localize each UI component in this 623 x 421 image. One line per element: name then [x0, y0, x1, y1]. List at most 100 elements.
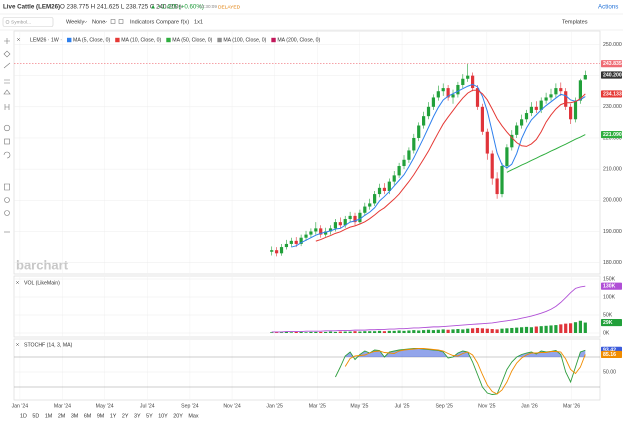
tool-line[interactable]	[3, 62, 11, 69]
range-button[interactable]: 5Y	[146, 413, 153, 419]
candle-body	[520, 119, 524, 126]
candle-body	[412, 137, 416, 151]
range-button[interactable]: 10Y	[158, 413, 168, 419]
indicators-button[interactable]: Indicators	[130, 19, 154, 25]
tool-icon[interactable]	[118, 19, 124, 24]
volume-bar	[564, 323, 568, 333]
tool-lock[interactable]	[4, 138, 10, 145]
candle-body	[343, 219, 347, 226]
range-button[interactable]: 1M	[45, 413, 53, 419]
symbol-search[interactable]	[2, 17, 54, 27]
range-button[interactable]: 2M	[58, 413, 66, 419]
range-button[interactable]: 3M	[71, 413, 79, 419]
candle-body	[426, 106, 431, 117]
candle-body	[279, 247, 284, 254]
range-button[interactable]: 5D	[32, 413, 39, 419]
tool-text[interactable]	[4, 104, 10, 110]
layout-select[interactable]: 1x1	[194, 19, 203, 25]
price-change: ▲ +1.425 (+0.60%)	[150, 4, 204, 11]
volume-bar	[392, 330, 396, 333]
panel-title: STOCHF (14, 3, MA)	[24, 342, 73, 348]
search-icon	[5, 20, 10, 24]
volume-bar	[304, 332, 308, 333]
candle-body	[446, 88, 450, 98]
volume-bar	[466, 328, 470, 333]
fx-button[interactable]: f(x)	[181, 19, 189, 25]
y-tick-label: 230.000	[603, 104, 622, 110]
volume-bar	[436, 329, 440, 333]
x-tick-label: Mar '26	[563, 403, 580, 409]
candle-body	[382, 187, 387, 191]
volume-bar	[524, 326, 529, 333]
tool-shape[interactable]	[3, 89, 11, 95]
y-tick-label: 100K	[603, 294, 616, 300]
price-marker	[601, 60, 622, 68]
interval-select[interactable]: Weekly	[66, 19, 84, 25]
volume-bar	[456, 329, 460, 333]
candle-body	[471, 75, 475, 89]
volume-bar	[441, 329, 445, 333]
panel-title: MA (100, Close, 0)	[223, 37, 266, 43]
aggregation-select[interactable]: None	[92, 19, 105, 25]
candle-body	[373, 194, 377, 204]
tool-undo[interactable]	[3, 151, 11, 159]
candle-body	[417, 125, 421, 138]
search-placeholder: Symbol...	[11, 19, 31, 25]
panel-title: LEM26 · 1W ·	[30, 37, 62, 43]
candle-body	[515, 125, 519, 135]
tool-zoom-in[interactable]	[4, 197, 10, 203]
actions-button[interactable]: Actions	[598, 4, 618, 11]
volume-bar	[505, 328, 509, 333]
tool-magnet[interactable]	[3, 124, 11, 132]
compare-button[interactable]: Compare	[156, 19, 179, 25]
tool-crosshair[interactable]	[4, 38, 10, 44]
drawing-toolbar	[3, 38, 11, 233]
tool-delete[interactable]	[4, 183, 10, 191]
delay-status: DELAYED	[218, 4, 241, 10]
volume-bar	[407, 330, 411, 333]
x-tick-label: Sep '24	[181, 403, 199, 409]
range-button[interactable]: 1Y	[110, 413, 117, 419]
x-tick-label: May '24	[96, 403, 114, 409]
candle-body	[328, 228, 333, 232]
volume-bar	[387, 330, 391, 333]
x-tick-label: Jul '25	[395, 403, 410, 409]
candle-body	[490, 153, 494, 179]
range-button[interactable]: 20Y	[173, 413, 183, 419]
range-button[interactable]: 6M	[84, 413, 92, 419]
candle-body	[289, 240, 293, 244]
x-tick-label: Nov '24	[223, 403, 241, 409]
volume-bar	[485, 328, 489, 333]
range-button[interactable]: 9M	[97, 413, 105, 419]
volume-bar	[446, 329, 450, 333]
y-tick-label: 50K	[603, 312, 613, 318]
legend-swatch	[67, 37, 72, 43]
volume-bar	[451, 329, 455, 333]
candle-body	[529, 106, 534, 114]
templates-button[interactable]: Templates	[562, 19, 588, 25]
candle-body	[314, 228, 318, 232]
price-marker	[601, 90, 622, 98]
range-button[interactable]: 3Y	[134, 413, 141, 419]
tool-icon[interactable]	[110, 19, 116, 24]
x-tick-label: Jan '24	[12, 403, 29, 409]
x-tick-label: Nov '25	[478, 403, 496, 409]
tool-cursor[interactable]	[3, 50, 11, 58]
candle-body	[505, 147, 509, 167]
tool-lines[interactable]	[4, 79, 10, 84]
candle-body	[402, 159, 406, 167]
candle-body	[583, 75, 587, 80]
volume-bar	[569, 323, 573, 333]
candle-body	[495, 178, 499, 195]
range-button[interactable]: Max	[188, 413, 198, 419]
range-button[interactable]: 1D	[20, 413, 27, 419]
range-button[interactable]: 2Y	[122, 413, 129, 419]
volume-bar	[583, 322, 587, 333]
price-marker-label: 85.16	[603, 352, 616, 358]
instrument-title: Live Cattle (LEM26)	[3, 4, 60, 11]
tool-zoom-out[interactable]	[4, 210, 10, 216]
candle-body	[544, 97, 548, 101]
panel-title: MA (5, Close, 0)	[73, 37, 110, 43]
panel-title: VOL (LikeMain)	[24, 280, 60, 286]
